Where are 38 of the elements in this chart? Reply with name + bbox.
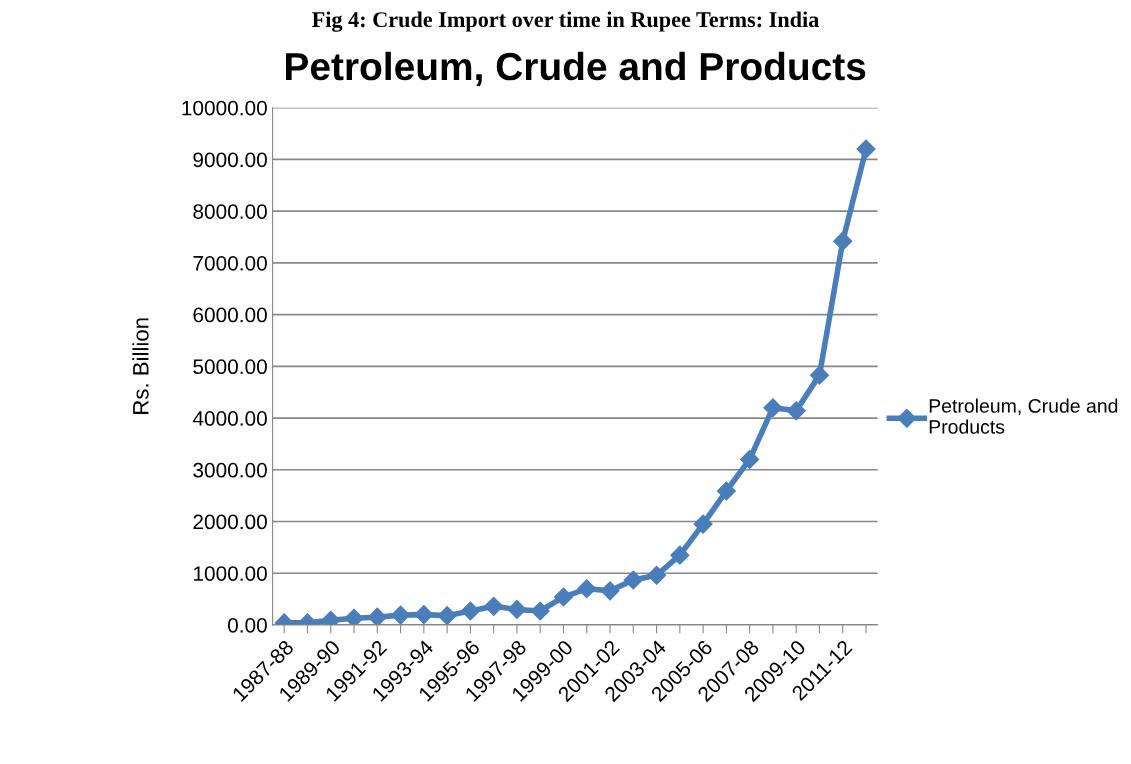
y-tick-label: 10000.00 xyxy=(182,100,267,116)
point xyxy=(414,605,434,625)
y-tick-label: 6000.00 xyxy=(193,307,267,323)
point xyxy=(437,606,457,625)
y-tick-label: 7000.00 xyxy=(193,255,267,271)
y-tick-label: 2000.00 xyxy=(193,514,267,530)
y-tick-label: 9000.00 xyxy=(193,152,267,168)
point xyxy=(391,605,411,625)
point xyxy=(367,607,387,625)
point xyxy=(647,565,667,585)
y-tick-label: 3000.00 xyxy=(193,462,267,478)
point xyxy=(553,587,574,607)
point xyxy=(716,481,736,501)
point xyxy=(600,581,620,601)
point xyxy=(693,514,713,534)
point xyxy=(833,231,853,251)
y-tick-label: 1000.00 xyxy=(194,566,267,581)
chart-title: Petroleum, Crude and Products xyxy=(286,51,866,86)
point xyxy=(507,599,527,619)
y-tick-label: 8000.00 xyxy=(193,204,267,219)
point xyxy=(763,398,783,418)
point xyxy=(623,570,643,590)
point xyxy=(577,579,597,599)
legend-label: Petroleum, Crude and Products xyxy=(929,398,1118,434)
point xyxy=(484,596,504,616)
y-tick-label: 0.00 xyxy=(227,617,267,633)
point xyxy=(856,139,876,159)
point xyxy=(809,365,830,385)
caption: Fig 4: Crude Import over time in Rupee Terms: India xyxy=(312,11,819,32)
point xyxy=(530,601,550,621)
y-tick-label: 4000.00 xyxy=(192,411,267,426)
point xyxy=(460,601,480,621)
y-tick-label: 5000.00 xyxy=(193,359,267,375)
point xyxy=(344,608,364,625)
point xyxy=(740,449,760,469)
y-axis-title: Rs. Billion xyxy=(132,318,149,414)
point xyxy=(786,401,806,421)
point xyxy=(670,545,690,565)
